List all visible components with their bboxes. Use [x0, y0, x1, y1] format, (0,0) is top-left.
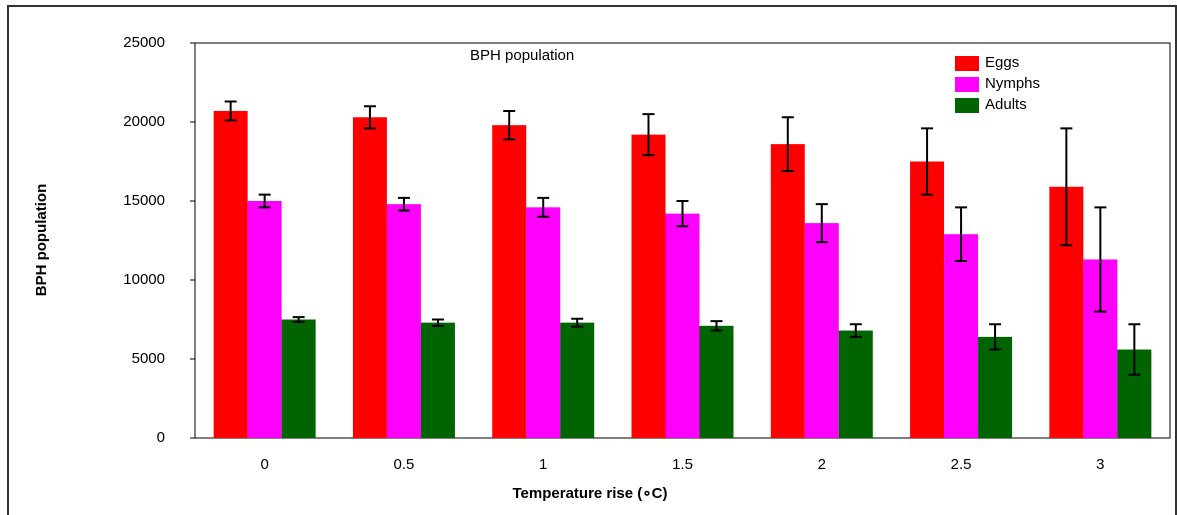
legend-swatch — [955, 98, 979, 113]
error-bar — [955, 206, 968, 263]
y-tick-label: 0 — [157, 429, 165, 446]
error-bar — [710, 320, 723, 332]
error-bar — [224, 100, 237, 122]
error-bar — [431, 318, 444, 327]
bar — [665, 213, 700, 438]
error-bar — [1128, 323, 1141, 376]
error-bar — [258, 193, 271, 209]
bar — [770, 144, 805, 438]
error-bar — [642, 113, 655, 157]
bar — [699, 325, 734, 438]
bar — [247, 201, 282, 438]
error-bar — [363, 105, 376, 130]
x-tick-label: 1 — [539, 456, 547, 473]
x-tick-label: 3 — [1096, 456, 1104, 473]
bar — [560, 322, 595, 438]
x-tick-label: 0.5 — [393, 456, 414, 473]
bar — [492, 125, 527, 438]
x-tick-label: 1.5 — [672, 456, 693, 473]
bar — [213, 110, 248, 438]
x-tick-label: 2.5 — [951, 456, 972, 473]
bar — [526, 207, 561, 438]
legend-label: Eggs — [985, 54, 1019, 71]
error-bar — [921, 127, 934, 196]
y-tick-label: 15000 — [123, 192, 165, 209]
x-tick-label: 0 — [260, 456, 268, 473]
y-tick-label: 5000 — [132, 350, 165, 367]
bar — [281, 319, 316, 438]
legend-label: Nymphs — [985, 75, 1040, 92]
error-bar — [537, 196, 550, 218]
error-bar — [292, 316, 305, 323]
chart-title: BPH population — [470, 47, 574, 64]
error-bar — [849, 323, 862, 338]
error-bar — [676, 200, 689, 228]
bar — [420, 322, 455, 438]
bar — [631, 134, 666, 438]
error-bar — [571, 317, 584, 328]
error-bar — [1094, 206, 1107, 313]
error-bar — [815, 203, 828, 244]
bar — [944, 234, 979, 438]
legend-swatch — [955, 77, 979, 92]
x-axis-label: Temperature rise (∘C) — [513, 485, 668, 502]
bar — [386, 204, 421, 438]
legend-swatch — [955, 56, 979, 71]
bar — [352, 117, 387, 438]
error-bar — [1060, 127, 1073, 247]
error-bar — [503, 109, 516, 141]
legend-label: Adults — [985, 96, 1027, 113]
error-bar — [397, 196, 410, 212]
bar — [838, 330, 873, 438]
bar — [910, 161, 945, 438]
y-tick-label: 10000 — [123, 271, 165, 288]
bar — [978, 336, 1013, 438]
y-axis-label: BPH population — [33, 184, 50, 297]
y-tick-label: 20000 — [123, 113, 165, 130]
x-tick-label: 2 — [818, 456, 826, 473]
frame — [7, 5, 1177, 515]
y-tick-label: 25000 — [123, 34, 165, 51]
error-bar — [989, 323, 1002, 351]
bar — [804, 223, 839, 438]
error-bar — [781, 116, 794, 172]
